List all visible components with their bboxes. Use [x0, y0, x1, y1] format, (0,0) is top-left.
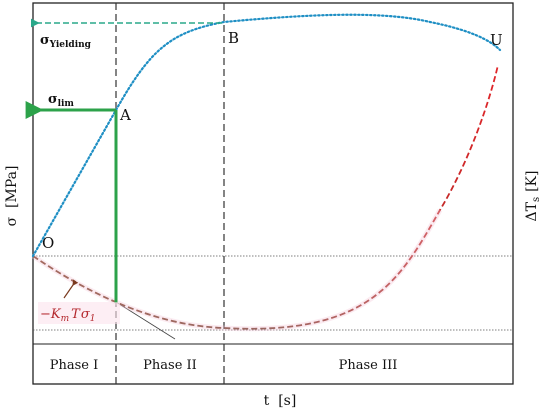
y-axis-right-label: ΔTs [K]	[524, 171, 542, 222]
annot-k-sub: m	[61, 314, 70, 324]
plot-frame	[32, 2, 514, 385]
thermal-curve-glow	[31, 208, 443, 332]
sigma-yielding-label: σYielding	[40, 33, 92, 50]
phase-label-2: Phase II	[143, 358, 197, 373]
y-axis-left-label: σ [MPa]	[4, 166, 20, 227]
point-label-b: B	[228, 29, 239, 47]
annot-sigma: σ	[81, 307, 91, 322]
sigma-lim-symbol: σ	[48, 92, 58, 107]
y-right-sub: s	[531, 197, 542, 202]
series-stress-curve	[31, 13, 502, 258]
sigma-yielding-symbol: σ	[40, 33, 50, 48]
sigma-lim-label: σlim	[48, 92, 74, 109]
annot-prefix: −	[40, 307, 51, 322]
sigma-lim-sub: lim	[58, 99, 75, 109]
phase-label-1: Phase I	[50, 358, 99, 373]
thermal-annotation-arrow	[63, 279, 79, 299]
point-label-o: O	[42, 234, 54, 252]
annot-k: K	[50, 307, 62, 322]
series-thermal-curve	[32, 64, 499, 330]
x-axis-label: t [s]	[264, 393, 297, 409]
annot-t: T	[71, 307, 81, 322]
thermal-annotation-highlight	[38, 302, 120, 324]
y-right-main: ΔT	[524, 201, 540, 221]
sigma-yielding-sub: Yielding	[49, 40, 92, 50]
thermal-annotation-label: −Km Tσ1	[40, 307, 95, 324]
tangent-line	[115, 301, 176, 340]
point-label-a: A	[119, 106, 131, 124]
y-right-unit: [K]	[524, 171, 540, 192]
point-label-u: U	[490, 31, 503, 49]
phase-label-3: Phase III	[339, 358, 398, 373]
annot-sigma-sub: 1	[90, 314, 96, 324]
